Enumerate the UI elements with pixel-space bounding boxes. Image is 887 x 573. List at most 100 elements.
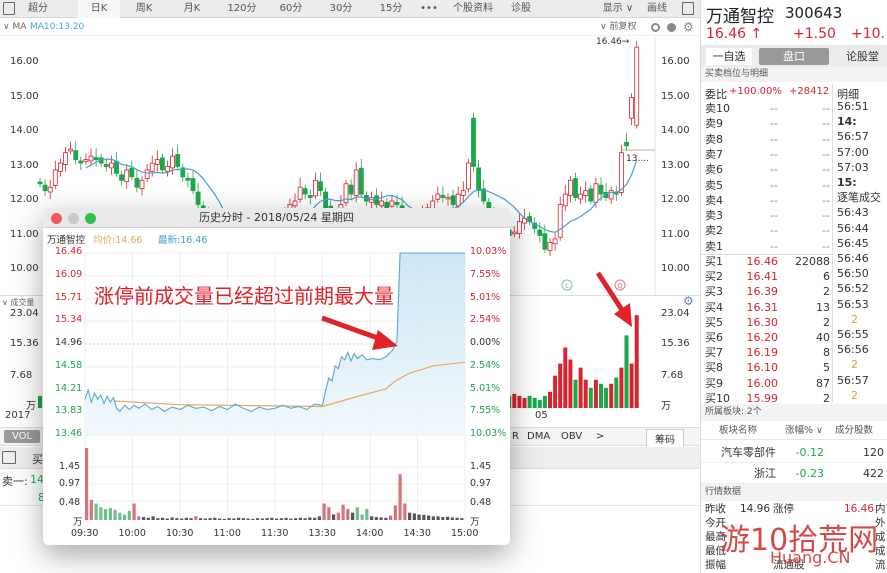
sector-header-pct[interactable]: 涨幅% ∨	[785, 425, 824, 436]
volume-axis-right-tick: 15.36	[661, 338, 690, 349]
period-tab[interactable]: 诊股	[511, 3, 531, 14]
ask-row: 卖8 -- --	[705, 132, 830, 146]
maximize-window-button[interactable]	[85, 213, 96, 224]
candle	[568, 176, 573, 203]
intraday-volume-bar	[104, 509, 108, 520]
intraday-pct-tick: 10.03%	[470, 246, 507, 257]
intraday-volume-bar	[427, 515, 431, 520]
intraday-volume-bar	[441, 517, 445, 520]
ma-indicator-row: ∨ MA MA10:13.20 ∨ 前复权 ⚙	[0, 18, 700, 36]
period-tab[interactable]: 120分	[227, 3, 257, 14]
display-dropdown[interactable]: 显示 ∨	[602, 3, 634, 14]
intraday-volume-bar	[146, 517, 150, 520]
period-tab[interactable]: 个股资料	[453, 3, 493, 14]
candle	[343, 179, 349, 207]
intraday-volume-bar	[370, 516, 374, 520]
intraday-volume-bar	[203, 518, 207, 520]
intraday-price-tick: 13.83	[55, 405, 83, 417]
ask-row: 卖3 -- --	[705, 209, 830, 223]
intraday-volume-bar	[289, 518, 293, 520]
intraday-time-tick: 09:30	[71, 528, 99, 539]
intraday-volume-bar	[412, 513, 416, 520]
volume-axis-right-tick: 23.04	[661, 308, 690, 319]
tab-dma[interactable]: DMA	[527, 431, 551, 442]
intraday-volume-bar	[455, 517, 459, 520]
tab-forum[interactable]: 论股堂	[846, 50, 879, 63]
intraday-price-tick: 15.71	[55, 291, 83, 303]
candle	[476, 160, 482, 198]
candle	[307, 189, 313, 205]
tab-watchlist[interactable]: 一自选	[706, 48, 752, 65]
max-price-label: 16.46→	[596, 37, 630, 47]
month-label: 05	[535, 410, 548, 421]
close-window-button[interactable]	[51, 213, 62, 224]
period-tab[interactable]: 周K	[135, 3, 153, 14]
panel-toggle-icon[interactable]	[682, 2, 694, 15]
intraday-volume-bar	[99, 507, 103, 520]
intraday-volume-bar	[85, 448, 89, 520]
zoom-out-icon[interactable]	[667, 23, 676, 32]
volume-settings-gear-icon[interactable]: ⚙	[683, 294, 694, 308]
candle	[450, 189, 456, 208]
tab-r[interactable]: R	[512, 431, 519, 442]
draw-line-button[interactable]: 画线	[647, 3, 667, 14]
intraday-volume-bar	[355, 507, 359, 520]
ma-toggle[interactable]: ∨ MA	[3, 22, 27, 32]
intraday-volume-bar	[142, 517, 146, 520]
period-tab[interactable]: 30分	[329, 3, 353, 14]
candle	[619, 145, 624, 196]
intraday-pct-tick: 7.55%	[470, 405, 501, 417]
bid-row: 买6 16.20 40	[705, 331, 830, 344]
intraday-volume-bar	[332, 514, 336, 520]
intraday-volume-bar	[365, 509, 369, 520]
intraday-volume-tick: 0.48	[59, 497, 81, 508]
candle	[465, 158, 471, 193]
volume-axis-left-tick: 15.36	[10, 338, 39, 349]
detail-entry: 56:57	[837, 130, 869, 144]
chips-button[interactable]: 筹码	[646, 429, 684, 448]
intraday-volume-bar	[460, 518, 464, 520]
intraday-volume-tick: 1.45	[59, 461, 81, 472]
settings-gear-icon[interactable]: ⚙	[683, 20, 694, 34]
sidebar-toggle-icon[interactable]	[3, 2, 15, 15]
candle	[552, 233, 558, 251]
period-tab[interactable]: •••	[420, 3, 438, 14]
tabs-more-button[interactable]: >	[596, 431, 605, 442]
minimize-window-button[interactable]	[68, 213, 79, 224]
detail-entry: 56:56	[837, 343, 869, 357]
period-tab[interactable]: 60分	[279, 3, 303, 14]
period-tab[interactable]: 日K	[78, 0, 120, 18]
tab-vol[interactable]: VOL	[4, 430, 41, 443]
intraday-history-window: 历史分时 - 2018/05/24 星期四 万通智控 均价:14.66 最新:1…	[43, 208, 510, 545]
intraday-pct-tick: 10.03%	[470, 428, 507, 439]
intraday-chart[interactable]	[43, 208, 510, 545]
annotation-text: 涨停前成交量已经超过前期最大量	[94, 284, 394, 308]
sector-row[interactable]: 汽车零部件 -0.12 120	[701, 442, 887, 463]
intraday-volume-bar	[279, 518, 283, 520]
period-tab[interactable]: 15分	[379, 3, 403, 14]
intraday-volume-bar	[346, 509, 350, 520]
detail-entry: 56:55	[837, 328, 869, 341]
zoom-in-icon[interactable]	[651, 23, 660, 32]
volume-bar	[599, 383, 603, 408]
window-titlebar[interactable]: 历史分时 - 2018/05/24 星期四	[43, 208, 510, 228]
candle	[190, 170, 196, 195]
candle	[154, 150, 160, 172]
intraday-time-tick: 15:00	[451, 528, 479, 539]
monitor-icon[interactable]	[2, 451, 16, 464]
tab-obv[interactable]: OBV	[561, 431, 583, 442]
candle	[471, 112, 476, 172]
candle	[369, 191, 374, 210]
candle	[389, 195, 395, 210]
tab-order-book[interactable]: 盘口	[759, 48, 829, 65]
volume-title[interactable]: ∨ 成交量	[2, 298, 35, 307]
intraday-price-tick: 15.34	[55, 314, 83, 326]
sector-row[interactable]: 浙江 -0.23 422	[701, 463, 887, 484]
intraday-volume-bar	[222, 518, 226, 520]
period-tab[interactable]: 超分	[28, 3, 48, 14]
candle	[624, 133, 629, 151]
adjust-dropdown[interactable]: ∨ 前复权	[600, 22, 637, 32]
candle	[608, 186, 614, 205]
period-tab[interactable]: 月K	[183, 3, 201, 14]
intraday-volume-bar	[450, 517, 454, 520]
